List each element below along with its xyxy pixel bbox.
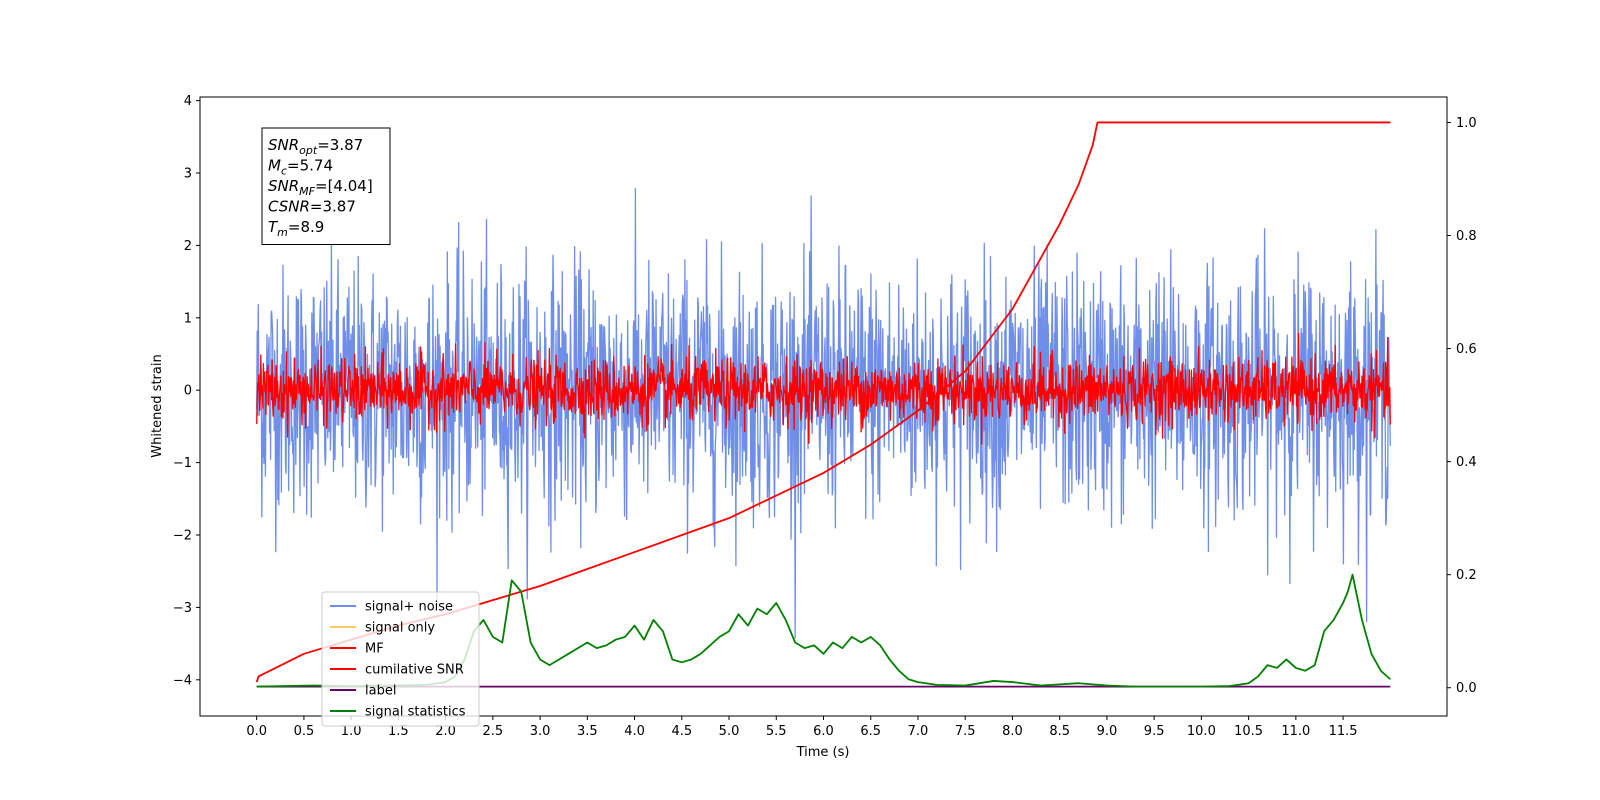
legend-label: label: [365, 684, 396, 699]
x-tick-label: 11.5: [1329, 724, 1358, 739]
series-line-5: [256, 573, 1391, 688]
x-tick-label: 6.5: [860, 724, 881, 739]
x-tick-label: 8.5: [1049, 724, 1070, 739]
legend-label: MF: [365, 642, 384, 657]
y-tick-label-left: 1: [184, 311, 192, 326]
y-tick-label-left: −1: [173, 456, 192, 471]
x-tick-label: 0.5: [294, 724, 315, 739]
x-tick-label: 2.5: [483, 724, 504, 739]
y-tick-label-right: 0.4: [1456, 455, 1477, 470]
y-tick-label-left: −4: [173, 673, 192, 688]
x-tick-label: 10.5: [1234, 724, 1263, 739]
y-tick-label-left: −3: [173, 601, 192, 616]
ticks-layer: 0.0 0.5 1.0 1.5 2.0 2.5 3.0 3.5 4.0 4.5 5.0 5.5 6.0 6…: [173, 94, 1477, 739]
x-tick-label: 6.0: [813, 724, 834, 739]
y-tick-label-right: 0.8: [1456, 229, 1477, 244]
x-tick-label: 2.0: [435, 724, 456, 739]
info-box-line: Mc=5.74: [268, 157, 333, 178]
x-tick-label: 10.0: [1187, 724, 1216, 739]
legend-label: signal+ noise: [365, 600, 453, 615]
x-tick-label: 1.5: [388, 724, 409, 739]
x-tick-label: 5.0: [719, 724, 740, 739]
series-line-2: [256, 332, 1391, 445]
series-line-0: [256, 188, 1391, 639]
y-tick-label-left: −2: [173, 529, 192, 544]
x-tick-label: 0.0: [246, 724, 267, 739]
x-tick-label: 8.0: [1002, 724, 1023, 739]
legend-label: signal statistics: [365, 705, 466, 720]
y-tick-label-right: 1.0: [1456, 116, 1477, 131]
x-tick-label: 5.5: [766, 724, 787, 739]
info-box-line: SNRopt=3.87: [268, 136, 363, 157]
y-tick-label-left: 3: [184, 167, 192, 182]
y-tick-label-right: 0.2: [1456, 568, 1477, 583]
legend-label: cumilative SNR: [365, 663, 464, 678]
legend-frame: [321, 591, 480, 727]
info-box-line: Tm=8.9: [268, 218, 324, 239]
x-tick-label: 7.0: [908, 724, 929, 739]
info-box-line: SNRMF=[4.04]: [268, 177, 373, 198]
y-tick-label-left: 0: [184, 384, 192, 399]
x-tick-label: 9.0: [1097, 724, 1118, 739]
info-box-frame: [261, 127, 391, 245]
x-tick-label: 3.0: [530, 724, 551, 739]
info-box-line: CSNR=3.87: [268, 198, 356, 216]
y-axis-label: Whitened strain: [150, 354, 165, 457]
x-tick-label: 3.5: [577, 724, 598, 739]
x-tick-label: 1.0: [341, 724, 362, 739]
x-tick-label: 9.5: [1144, 724, 1165, 739]
x-tick-label: 11.0: [1281, 724, 1310, 739]
x-tick-label: 7.5: [955, 724, 976, 739]
x-tick-label: 4.0: [624, 724, 645, 739]
y-tick-label-left: 2: [184, 239, 192, 254]
legend: signal+ noise signal only MF cumilative SNR…: [321, 591, 480, 727]
x-axis-label: Time (s): [796, 745, 850, 760]
legend-label: signal only: [365, 621, 435, 636]
y-tick-label-right: 0.6: [1456, 342, 1477, 357]
y-tick-label-left: 4: [184, 94, 192, 109]
y-tick-label-right: 0.0: [1456, 681, 1477, 696]
x-tick-label: 4.5: [671, 724, 692, 739]
